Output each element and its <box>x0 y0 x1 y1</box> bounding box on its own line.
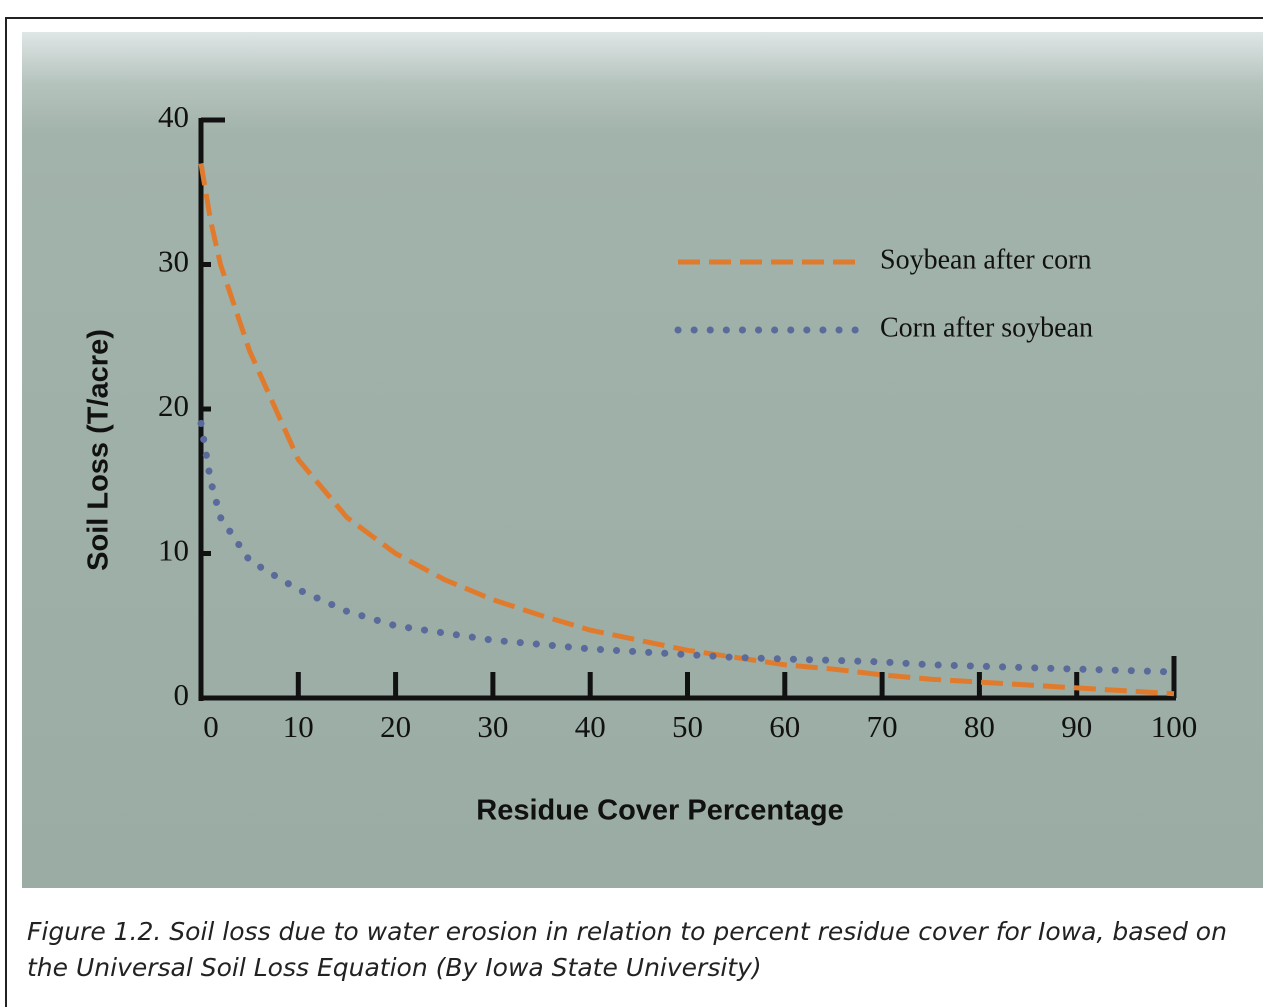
x-tick-label: 40 <box>575 709 606 744</box>
y-tick-label: 20 <box>158 388 189 423</box>
x-tick-label: 100 <box>1151 709 1198 744</box>
y-tick-label: 40 <box>158 99 189 134</box>
x-tick-label: 80 <box>964 709 995 744</box>
x-tick-label: 30 <box>477 709 508 744</box>
y-tick-label: 30 <box>158 244 189 279</box>
x-tick-label: 90 <box>1061 709 1092 744</box>
caption: Figure 1.2. Soil loss due to water erosi… <box>27 917 1227 982</box>
x-axis-title: Residue Cover Percentage <box>476 795 843 827</box>
x-tick-label: 10 <box>283 709 314 744</box>
legend-label: Soybean after corn <box>880 244 1091 275</box>
y-axis-title: Soil Loss (T/acre) <box>83 329 115 571</box>
x-tick-label: 0 <box>203 709 219 744</box>
figure-frame <box>5 17 1263 1007</box>
data-line <box>198 162 1175 697</box>
legend-label: Corn after soybean <box>880 312 1093 343</box>
x-tick-label: 60 <box>769 709 800 744</box>
y-tick-label: 0 <box>174 677 190 712</box>
chart-background <box>22 32 1263 888</box>
x-tick-label: 20 <box>380 709 411 744</box>
x-tick-label: 50 <box>672 709 703 744</box>
y-tick-label: 10 <box>158 533 189 568</box>
x-tick-label: 70 <box>867 709 898 744</box>
